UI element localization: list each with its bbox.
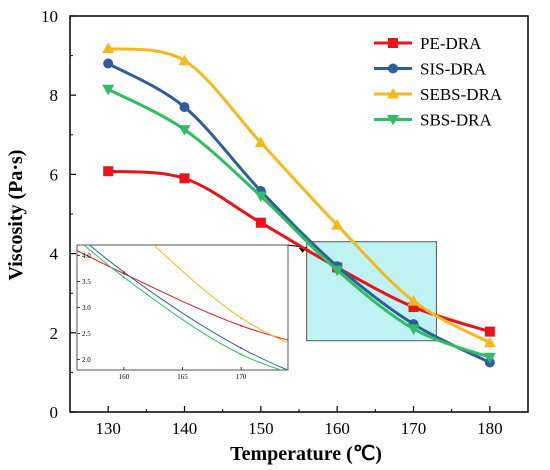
data-point-sebs-dra-170 bbox=[407, 295, 420, 306]
data-point-pe-dra-130 bbox=[103, 166, 114, 177]
legend-label-sbs-dra: SBS-DRA bbox=[420, 111, 493, 130]
inset-panel: 160 165 170 2.0 2.5 3.0 3.5 4.0 bbox=[76, 244, 307, 381]
series-sebs-dra bbox=[102, 42, 496, 348]
inset-point-sis-dra-160 bbox=[122, 271, 125, 274]
inset-point-sebs-dra-170 bbox=[240, 316, 243, 319]
inset-line-sebs-dra bbox=[152, 245, 288, 344]
inset-point-sis-dra-170 bbox=[240, 347, 243, 350]
data-point-sbs-dra-170 bbox=[407, 324, 420, 335]
inset-line-sbs-dra bbox=[82, 245, 283, 370]
data-point-pe-dra-140 bbox=[179, 173, 190, 184]
x-tick-label-170: 170 bbox=[401, 419, 427, 438]
y-axis-title: Viscosity (Pa·s) bbox=[5, 150, 27, 281]
data-point-sbs-dra-180 bbox=[483, 352, 496, 364]
inset-point-sbs-dra-160 bbox=[122, 276, 125, 279]
x-tick-label-150: 150 bbox=[248, 419, 274, 438]
data-point-sbs-dra-150 bbox=[254, 191, 267, 203]
axes-layer: 130 140 150 160 170 180 0 2 4 6 8 10 bbox=[41, 7, 529, 438]
data-point-sebs-dra-180 bbox=[483, 336, 496, 348]
inset-y-tick-label-2: 3.0 bbox=[82, 304, 91, 312]
y-tick-label-8: 8 bbox=[50, 86, 59, 105]
x-axis-title: Temperature (℃) bbox=[230, 443, 382, 465]
series-line-sis-dra bbox=[107, 62, 491, 364]
data-point-sbs-dra-130 bbox=[102, 84, 115, 96]
data-point-pe-dra-180 bbox=[484, 326, 495, 337]
inset-point-pe-dra-170 bbox=[240, 324, 243, 327]
y-tick-label-0: 0 bbox=[50, 403, 59, 422]
legend-label-sebs-dra: SEBS-DRA bbox=[420, 85, 503, 104]
data-point-sis-dra-140 bbox=[179, 102, 190, 113]
data-point-pe-dra-170 bbox=[408, 302, 419, 313]
inset-x-tick-label-160: 160 bbox=[119, 373, 130, 381]
inset-y-tick-label-1: 2.5 bbox=[82, 330, 91, 338]
series-layer bbox=[102, 42, 496, 368]
y-tick-label-4: 4 bbox=[50, 245, 59, 264]
inset-line-sis-dra bbox=[88, 245, 288, 370]
data-point-sebs-dra-150 bbox=[254, 136, 267, 148]
inset-y-tick-label-3: 3.5 bbox=[82, 278, 91, 286]
inset-series-group bbox=[77, 245, 288, 370]
x-tick-label-160: 160 bbox=[324, 419, 350, 438]
x-tick-label-140: 140 bbox=[172, 419, 198, 438]
legend-entry-sbs-dra: SBS-DRA bbox=[374, 111, 493, 130]
inset-y-tick-label-0: 2.0 bbox=[82, 356, 91, 364]
inset-y-tick-label-4: 4.0 bbox=[82, 252, 91, 260]
inset-x-tick-label-165: 165 bbox=[177, 373, 188, 381]
y-tick-label-2: 2 bbox=[50, 324, 59, 343]
legend-marker-pe-dra bbox=[388, 38, 398, 48]
inset-x-tick-label-170: 170 bbox=[236, 373, 247, 381]
inset-point-sbs-dra-170 bbox=[240, 353, 243, 356]
y-tick-label-10: 10 bbox=[41, 7, 58, 26]
data-point-sebs-dra-140 bbox=[178, 54, 191, 66]
inset-frame bbox=[76, 244, 289, 371]
data-point-sebs-dra-130 bbox=[102, 42, 115, 53]
series-sbs-dra bbox=[102, 84, 496, 364]
data-point-sis-dra-130 bbox=[103, 58, 114, 69]
legend-label-pe-dra: PE-DRA bbox=[420, 34, 482, 53]
data-point-sbs-dra-160 bbox=[331, 265, 344, 277]
inset-line-pe-dra bbox=[77, 250, 288, 341]
legend-label-sis-dra: SIS-DRA bbox=[420, 60, 487, 79]
legend-marker-sbs-dra bbox=[387, 115, 399, 126]
data-point-sbs-dra-140 bbox=[178, 125, 191, 136]
data-point-pe-dra-150 bbox=[255, 217, 266, 228]
y-tick-label-6: 6 bbox=[50, 165, 59, 184]
legend-entry-sis-dra: SIS-DRA bbox=[374, 60, 487, 79]
inset-point-pe-dra-160 bbox=[122, 272, 125, 275]
legend-entry-pe-dra: PE-DRA bbox=[374, 34, 482, 53]
legend-marker-sis-dra bbox=[388, 63, 398, 74]
x-tick-label-180: 180 bbox=[477, 419, 503, 438]
x-tick-label-130: 130 bbox=[95, 419, 121, 438]
legend-entry-sebs-dra: SEBS-DRA bbox=[374, 85, 503, 104]
legend-marker-sebs-dra bbox=[387, 88, 399, 99]
data-point-sebs-dra-160 bbox=[331, 219, 344, 230]
legend: PE-DRA SIS-DRA SEBS-DRA SBS-DRA bbox=[374, 34, 503, 130]
